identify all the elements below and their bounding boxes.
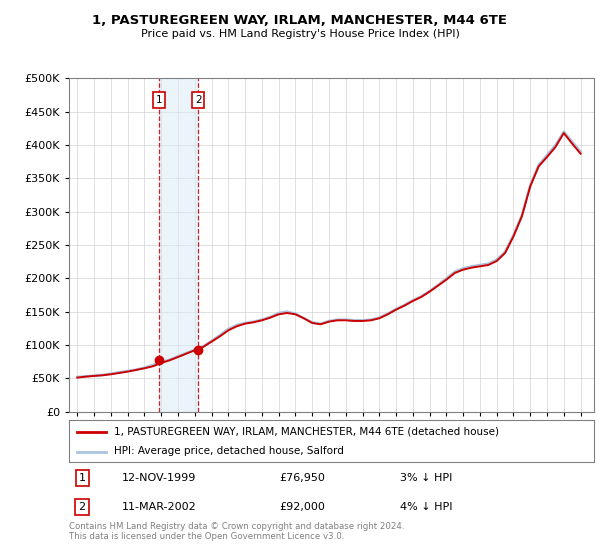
Text: 1, PASTUREGREEN WAY, IRLAM, MANCHESTER, M44 6TE (detached house): 1, PASTUREGREEN WAY, IRLAM, MANCHESTER, … [113,427,499,437]
Text: 2: 2 [195,95,202,105]
Text: 4% ↓ HPI: 4% ↓ HPI [400,502,452,512]
Text: £76,950: £76,950 [279,473,325,483]
Text: 12-NOV-1999: 12-NOV-1999 [121,473,196,483]
Text: 2: 2 [79,502,86,512]
Text: Price paid vs. HM Land Registry's House Price Index (HPI): Price paid vs. HM Land Registry's House … [140,29,460,39]
Text: 1: 1 [79,473,86,483]
Text: £92,000: £92,000 [279,502,325,512]
Bar [159,78,198,412]
Text: 1: 1 [156,95,163,105]
Text: HPI: Average price, detached house, Salford: HPI: Average price, detached house, Salf… [113,446,343,456]
Text: 1, PASTUREGREEN WAY, IRLAM, MANCHESTER, M44 6TE: 1, PASTUREGREEN WAY, IRLAM, MANCHESTER, … [92,14,508,27]
Text: Contains HM Land Registry data © Crown copyright and database right 2024.
This d: Contains HM Land Registry data © Crown c… [69,522,404,542]
Text: 3% ↓ HPI: 3% ↓ HPI [400,473,452,483]
Text: 11-MAR-2002: 11-MAR-2002 [121,502,196,512]
